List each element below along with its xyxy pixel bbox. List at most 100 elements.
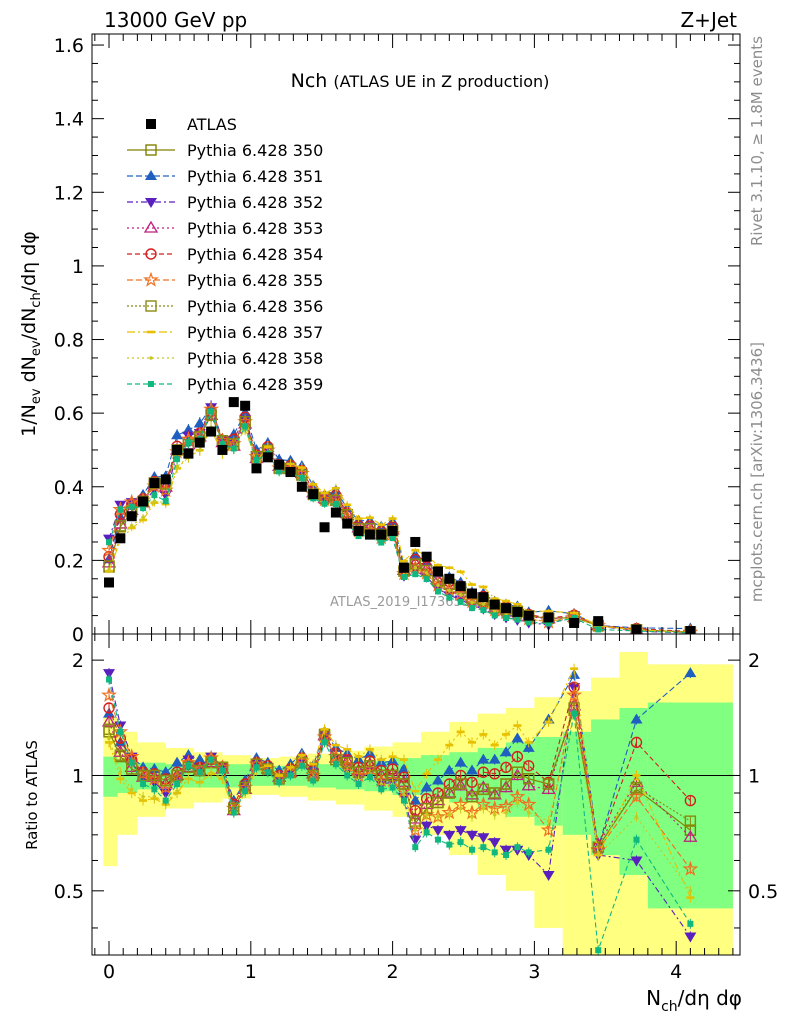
legend-entry: Pythia 6.428 358 — [127, 349, 323, 368]
ratio-point-s358 — [526, 810, 531, 815]
ratio-point-s359 — [389, 784, 396, 791]
ratio-point-s358 — [209, 770, 213, 774]
ratio-point-s358 — [634, 815, 639, 819]
atlas-point — [172, 444, 183, 455]
ratio-point-s357 — [320, 727, 329, 731]
ratio-point-s357 — [377, 758, 386, 761]
ratio-point-s359 — [298, 762, 305, 769]
ratio-point-s359 — [196, 769, 203, 776]
mcplots-label: mcplots.cern.ch [arXiv:1306.3436] — [748, 342, 766, 602]
ratio-point-s359 — [310, 777, 317, 784]
legend-entry: Pythia 6.428 354 — [127, 245, 323, 264]
y-tick-label: 0 — [72, 624, 84, 646]
ratio-point-s355 — [682, 860, 699, 876]
atlas-point — [631, 624, 642, 634]
series-point-s359 — [355, 533, 362, 540]
main-title: Nch (ATLAS UE in Z production) — [291, 70, 550, 92]
atlas-point — [240, 400, 251, 411]
series-point-s357 — [411, 548, 420, 552]
atlas-point — [398, 562, 409, 573]
series-point-s359 — [276, 468, 283, 475]
ratio-point-s359 — [185, 762, 192, 769]
ratio-point-s351 — [511, 732, 524, 743]
inner-band — [103, 756, 118, 797]
ratio-point-s359 — [208, 756, 215, 763]
ratio-point-s359 — [400, 797, 407, 804]
ratio-point-s358 — [546, 819, 551, 823]
legend-entry: Pythia 6.428 350 — [127, 141, 323, 160]
svg-text:1/Nev dNev/dNch/dη dφ: 1/Nev dNev/dNch/dη dφ — [18, 231, 44, 437]
series-point-s359 — [106, 539, 113, 546]
ratio-panel: 0.5 0.5 1 1 2 2 Ratio to ATLAS 0 1 2 3 4 Nch/dη d… — [23, 633, 778, 1015]
ratio-point-s356 — [443, 787, 456, 799]
ratio-point-s354 — [466, 776, 478, 788]
x-tick-label: 1 — [245, 961, 257, 983]
ratio-point-s358 — [470, 815, 474, 819]
series-point-s359 — [525, 619, 532, 626]
atlas-point — [523, 610, 534, 621]
ratio-point-s357 — [433, 758, 442, 761]
ratio-point-s354 — [488, 768, 501, 780]
ratio-point-s354 — [523, 760, 535, 772]
ratio-point-s356 — [148, 769, 161, 782]
ratio-point-s359 — [503, 852, 510, 859]
ratio-point-s357 — [286, 766, 295, 769]
ratio-point-s353 — [683, 829, 698, 842]
legend-marker-s353 — [143, 220, 159, 233]
ratio-point-s359 — [480, 844, 487, 851]
series-point-s359 — [389, 535, 396, 542]
ratio-point-s359 — [366, 774, 373, 781]
ratio-y-tick-label: 1 — [72, 765, 84, 787]
series-point-s357 — [456, 570, 465, 574]
legend-entry: Pythia 6.428 355 — [127, 271, 323, 290]
ratio-point-s358 — [688, 889, 693, 893]
ratio-point-s351 — [500, 746, 513, 757]
series-point-s355 — [101, 542, 117, 558]
legend-label: Pythia 6.428 356 — [187, 297, 323, 316]
atlas-point — [569, 617, 580, 628]
legend-marker-s355 — [143, 271, 159, 287]
series-point-s359 — [230, 445, 237, 452]
ratio-point-s359 — [423, 829, 430, 836]
ratio-point-s357 — [632, 774, 641, 777]
ratio-point-s359 — [571, 710, 578, 717]
atlas-point — [104, 577, 115, 588]
y-tick-label: 0.6 — [54, 403, 84, 425]
ratio-point-s358 — [129, 787, 134, 792]
ratio-point-s354 — [477, 766, 490, 778]
ratio-point-s357 — [422, 772, 431, 776]
ratio-point-s358 — [107, 736, 111, 741]
series-point-s351 — [193, 417, 206, 428]
ratio-point-s359 — [595, 947, 602, 954]
series-point-s358 — [481, 602, 486, 606]
series-point-s358 — [447, 588, 452, 593]
series-point-s359 — [219, 441, 226, 448]
series-point-s358 — [458, 592, 463, 597]
series-point-s359 — [128, 503, 135, 510]
atlas-point — [489, 599, 500, 610]
ratio-point-s357 — [686, 896, 695, 899]
ratio-point-s358 — [141, 794, 145, 799]
atlas-point — [296, 481, 307, 492]
ratio-point-s359 — [117, 728, 124, 735]
ratio-point-s356 — [542, 778, 555, 790]
atlas-point — [149, 478, 160, 489]
ratio-point-s359 — [355, 781, 362, 788]
ratio-point-s359 — [446, 841, 453, 848]
atlas-point — [251, 463, 262, 474]
atlas-point — [194, 437, 205, 448]
atlas-point — [410, 536, 421, 547]
ratio-point-s357 — [445, 743, 454, 747]
ratio-point-s359 — [287, 772, 294, 779]
series-point-s359 — [378, 539, 385, 546]
ratio-point-s358 — [413, 828, 418, 832]
ratio-point-s357 — [354, 755, 363, 758]
ratio-point-s353 — [487, 787, 502, 800]
ratio-point-s352 — [431, 826, 444, 837]
legend-marker-s358 — [149, 356, 153, 360]
series-point-s357 — [388, 517, 397, 520]
series-point-s357 — [354, 517, 363, 520]
series-point-s358 — [413, 565, 418, 570]
series-point-s356 — [114, 520, 127, 532]
